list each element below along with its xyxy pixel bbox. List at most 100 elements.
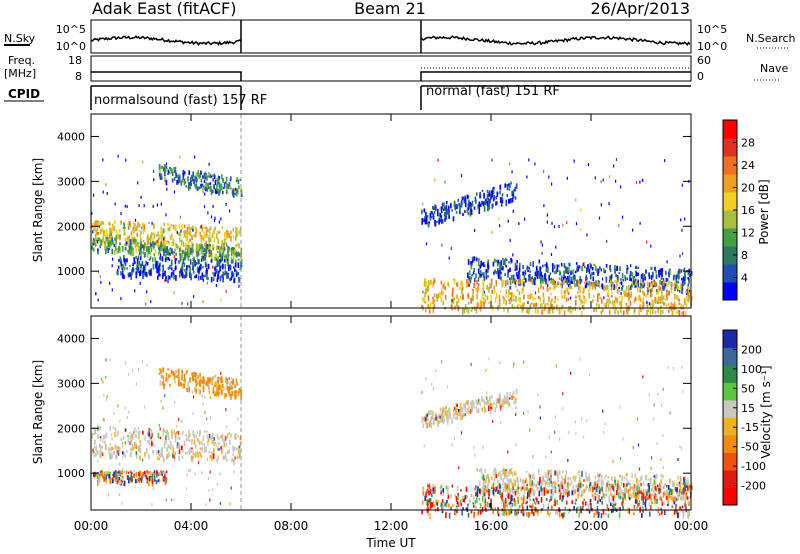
data-cell — [621, 475, 623, 481]
data-cell — [491, 406, 494, 411]
data-cell — [685, 479, 687, 484]
data-cell — [515, 388, 518, 395]
data-cell — [485, 295, 487, 298]
data-cell — [199, 231, 201, 237]
data-cell — [626, 267, 628, 274]
data-cell — [620, 185, 622, 189]
data-cell — [157, 275, 159, 280]
data-cell — [517, 511, 519, 514]
data-cell — [451, 307, 453, 311]
data-cell — [665, 510, 667, 515]
data-cell — [116, 271, 118, 275]
data-cell — [561, 513, 563, 517]
data-cell — [113, 412, 115, 415]
data-cell — [432, 215, 435, 220]
data-cell — [623, 289, 625, 295]
data-cell — [209, 244, 211, 247]
data-cell — [212, 434, 214, 438]
data-cell — [142, 276, 144, 280]
data-cell — [568, 275, 571, 280]
data-cell — [448, 503, 450, 508]
data-cell — [554, 500, 556, 506]
data-cell — [660, 458, 662, 461]
data-cell — [622, 494, 625, 499]
data-cell — [206, 273, 208, 280]
data-cell — [216, 391, 218, 396]
data-cell — [135, 239, 137, 242]
data-cell — [482, 491, 485, 497]
data-cell — [105, 397, 108, 401]
data-cell — [594, 489, 597, 493]
data-cell — [548, 513, 550, 517]
data-cell — [499, 301, 501, 307]
data-cell — [498, 395, 501, 400]
data-cell — [495, 259, 498, 263]
data-cell — [587, 267, 589, 272]
data-cell — [218, 184, 221, 190]
data-cell — [687, 289, 689, 296]
data-cell — [138, 478, 140, 483]
data-cell — [159, 478, 161, 482]
data-cell — [206, 228, 209, 232]
data-cell — [428, 410, 431, 416]
data-cell — [108, 247, 111, 250]
data-cell — [650, 288, 652, 293]
data-cell — [130, 439, 132, 444]
data-cell — [132, 267, 134, 273]
data-cell — [194, 275, 196, 279]
data-cell — [539, 297, 542, 302]
data-cell — [594, 475, 597, 480]
data-cell — [138, 435, 140, 440]
data-cell — [577, 488, 579, 492]
data-cell — [472, 271, 475, 275]
data-cell — [131, 230, 134, 233]
data-cell — [685, 493, 687, 498]
data-cell — [640, 475, 643, 480]
data-cell — [492, 489, 495, 495]
data-cell — [574, 490, 576, 495]
data-cell — [672, 275, 675, 281]
data-cell — [123, 470, 126, 473]
data-cell — [457, 409, 460, 412]
data-cell — [533, 278, 536, 283]
data-cell — [607, 304, 610, 307]
data-cell — [190, 226, 193, 230]
data-cell — [196, 381, 198, 386]
data-cell — [133, 469, 135, 473]
data-cell — [156, 234, 158, 237]
data-cell — [642, 290, 644, 293]
data-cell — [613, 284, 615, 288]
data-cell — [563, 279, 565, 285]
data-cell — [207, 477, 210, 480]
data-cell — [583, 300, 585, 305]
data-cell — [112, 242, 114, 245]
data-cell — [202, 274, 204, 278]
data-cell — [480, 270, 482, 274]
data-cell — [561, 486, 564, 490]
data-cell — [163, 245, 165, 249]
data-cell — [445, 485, 448, 490]
data-cell — [221, 448, 223, 454]
data-cell — [576, 265, 579, 268]
data-cell — [425, 218, 428, 225]
data-cell — [111, 237, 113, 244]
data-cell — [654, 297, 656, 303]
data-cell — [130, 447, 132, 452]
data-cell — [559, 495, 561, 500]
data-cell — [105, 236, 108, 240]
data-cell — [437, 158, 439, 162]
data-cell — [182, 176, 184, 180]
data-cell — [119, 419, 121, 423]
data-cell — [464, 202, 467, 208]
data-cell — [218, 220, 220, 224]
data-cell — [482, 480, 485, 486]
data-cell — [682, 482, 685, 486]
data-cell — [523, 281, 525, 287]
data-cell — [92, 239, 95, 242]
data-cell — [681, 491, 683, 495]
data-cell — [216, 184, 218, 187]
data-cell — [457, 492, 459, 496]
data-cell — [470, 405, 473, 409]
data-cell — [555, 471, 558, 476]
data-cell — [549, 286, 551, 290]
